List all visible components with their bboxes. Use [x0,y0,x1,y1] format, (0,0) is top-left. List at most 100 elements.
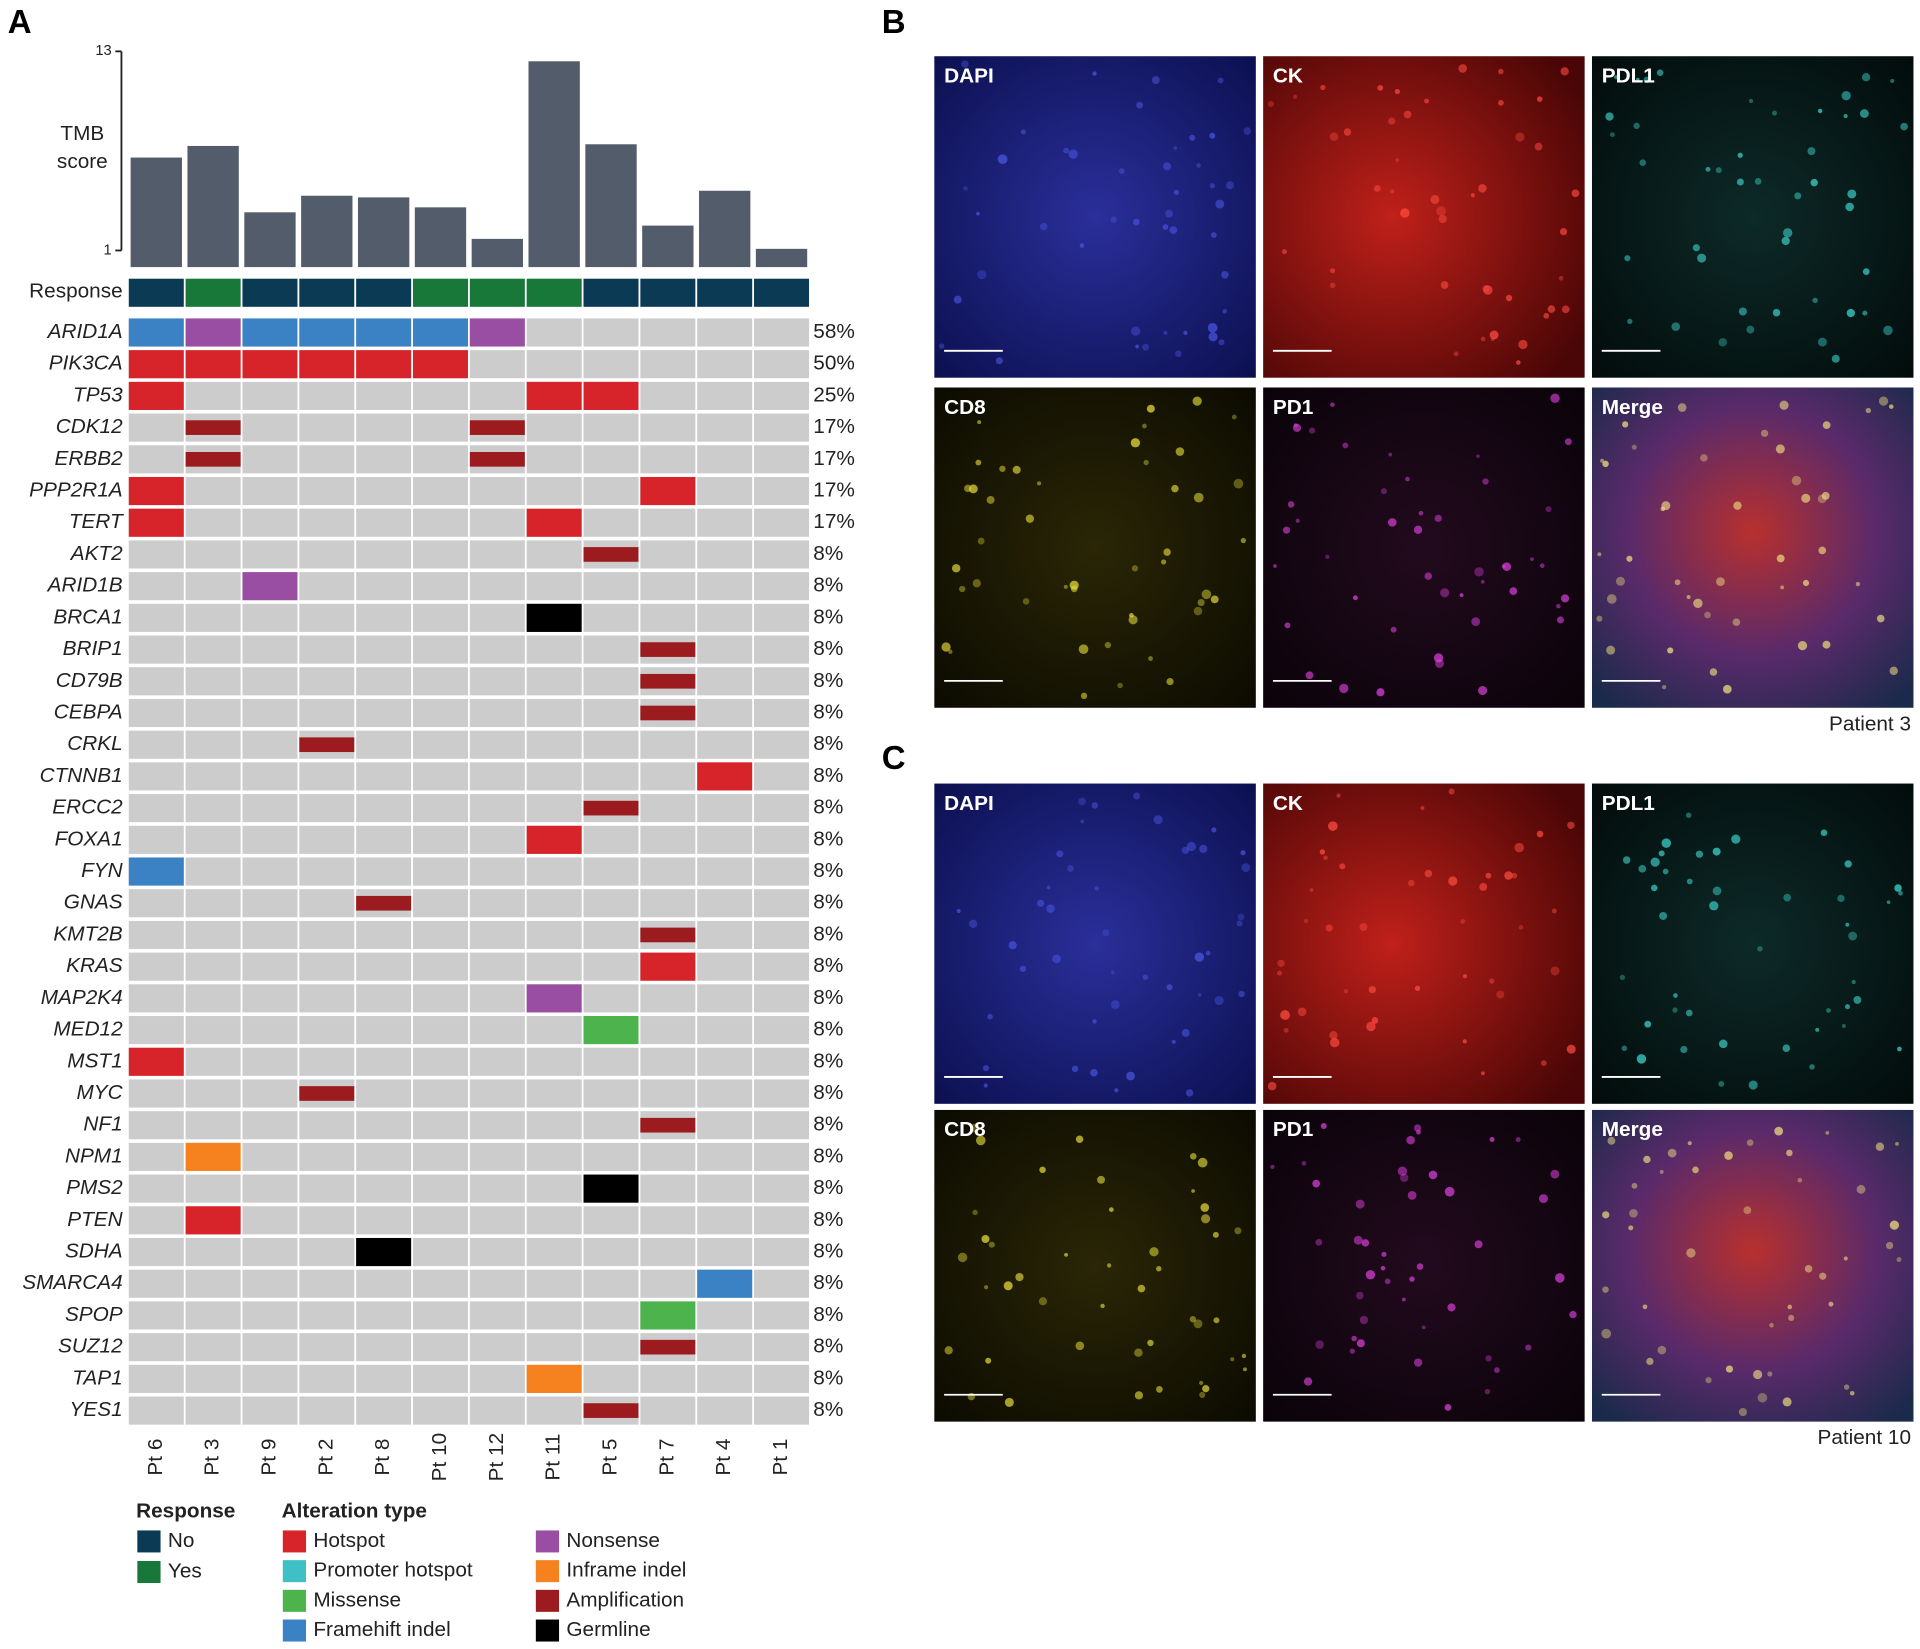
cell-signal [977,537,985,545]
empty-cell [583,413,639,442]
empty-cell [128,1079,184,1108]
cell-signal [1515,1137,1521,1143]
cell-signal [1489,978,1495,984]
cell-signal [1430,194,1440,204]
empty-cell [583,476,639,506]
cell-signal [1815,1027,1820,1032]
cell-signal [1132,218,1140,226]
empty-cell [583,667,639,696]
cell-signal [1677,403,1687,412]
empty-cell [583,572,639,601]
cell-signal [1826,1008,1831,1013]
frequency-label: 8% [813,827,843,850]
cell-signal [1329,1037,1340,1048]
response-cell [640,278,696,307]
cell-signal [1153,815,1163,825]
cell-signal [1776,554,1785,563]
cell-signal [1845,202,1854,212]
cell-signal [988,1241,995,1248]
image-caption: Patient 10 [1817,1426,1911,1449]
empty-cell [526,889,582,918]
frequency-label: 8% [813,1144,843,1167]
empty-cell [242,889,298,918]
cell-signal [1489,330,1499,340]
empty-cell [185,1269,241,1298]
cell-signal [1102,929,1110,937]
empty-cell [128,413,184,442]
cell-signal [1359,1315,1369,1325]
empty-cell [469,667,525,696]
cell-signal [1876,614,1885,623]
response-cell [356,278,412,307]
cell-signal [1743,1206,1752,1215]
cell-signal [1462,1039,1467,1044]
empty-cell [356,1269,412,1298]
empty-cell [412,1174,468,1203]
cell-signal [1560,594,1570,603]
cell-signal [1722,684,1732,694]
empty-cell [412,1111,468,1140]
empty-cell [299,381,355,410]
gene-label: FYN [81,859,123,882]
legend-swatch [282,1560,307,1583]
cell-signal [1855,581,1861,587]
empty-cell [356,1206,412,1235]
cell-signal [1782,228,1793,238]
cell-signal [1502,562,1512,571]
frequency-label: 8% [813,1081,843,1104]
cell-signal [1638,864,1647,873]
cell-signal [1482,285,1490,293]
empty-cell [469,1142,525,1171]
empty-cell [128,698,184,728]
cell-signal [1277,959,1285,967]
cell-signal [1536,96,1543,102]
cell-signal [1199,844,1208,853]
bar [528,61,580,268]
cell-signal [1213,1317,1220,1324]
response-label: Response [29,280,123,303]
cell-signal [1075,1341,1085,1351]
empty-cell [356,1301,412,1330]
empty-cell [640,1237,696,1267]
empty-cell [583,603,639,632]
alteration-cell [526,508,582,537]
cell-signal [1406,1135,1415,1145]
cell-signal [1448,876,1458,886]
cell-signal [1525,1344,1532,1351]
bar [414,207,467,268]
empty-cell [583,857,639,886]
cell-signal [1843,114,1848,119]
empty-cell [754,1142,810,1171]
cell-signal [1222,309,1227,314]
empty-cell [299,1174,355,1203]
cell-signal [1218,339,1225,346]
cell-signal [981,1234,990,1244]
bar [187,145,239,268]
cell-signal [1297,1007,1307,1017]
cell-signal [1602,460,1609,468]
cell-signal [1543,312,1550,319]
empty-cell [583,1079,639,1108]
response-cell [754,278,810,307]
empty-cell [128,1364,184,1393]
cell-signal [1844,1004,1851,1010]
empty-cell [526,952,582,981]
cell-signal [1276,970,1283,976]
empty-cell [412,952,468,981]
cell-signal [1606,594,1617,604]
empty-cell [412,1142,468,1171]
cell-signal [1862,268,1870,276]
cell-signal [1315,1238,1323,1246]
cell-signal [982,1065,990,1072]
empty-cell [697,920,753,950]
alteration-cell [640,927,696,943]
cell-signal [1193,492,1204,503]
cell-signal [1748,1080,1758,1090]
empty-cell [128,952,184,981]
cell-signal [1619,974,1626,981]
cell-signal [1136,101,1143,109]
bar [130,157,182,268]
cell-signal [1775,444,1785,454]
empty-cell [697,635,753,664]
cell-signal [1635,77,1640,82]
